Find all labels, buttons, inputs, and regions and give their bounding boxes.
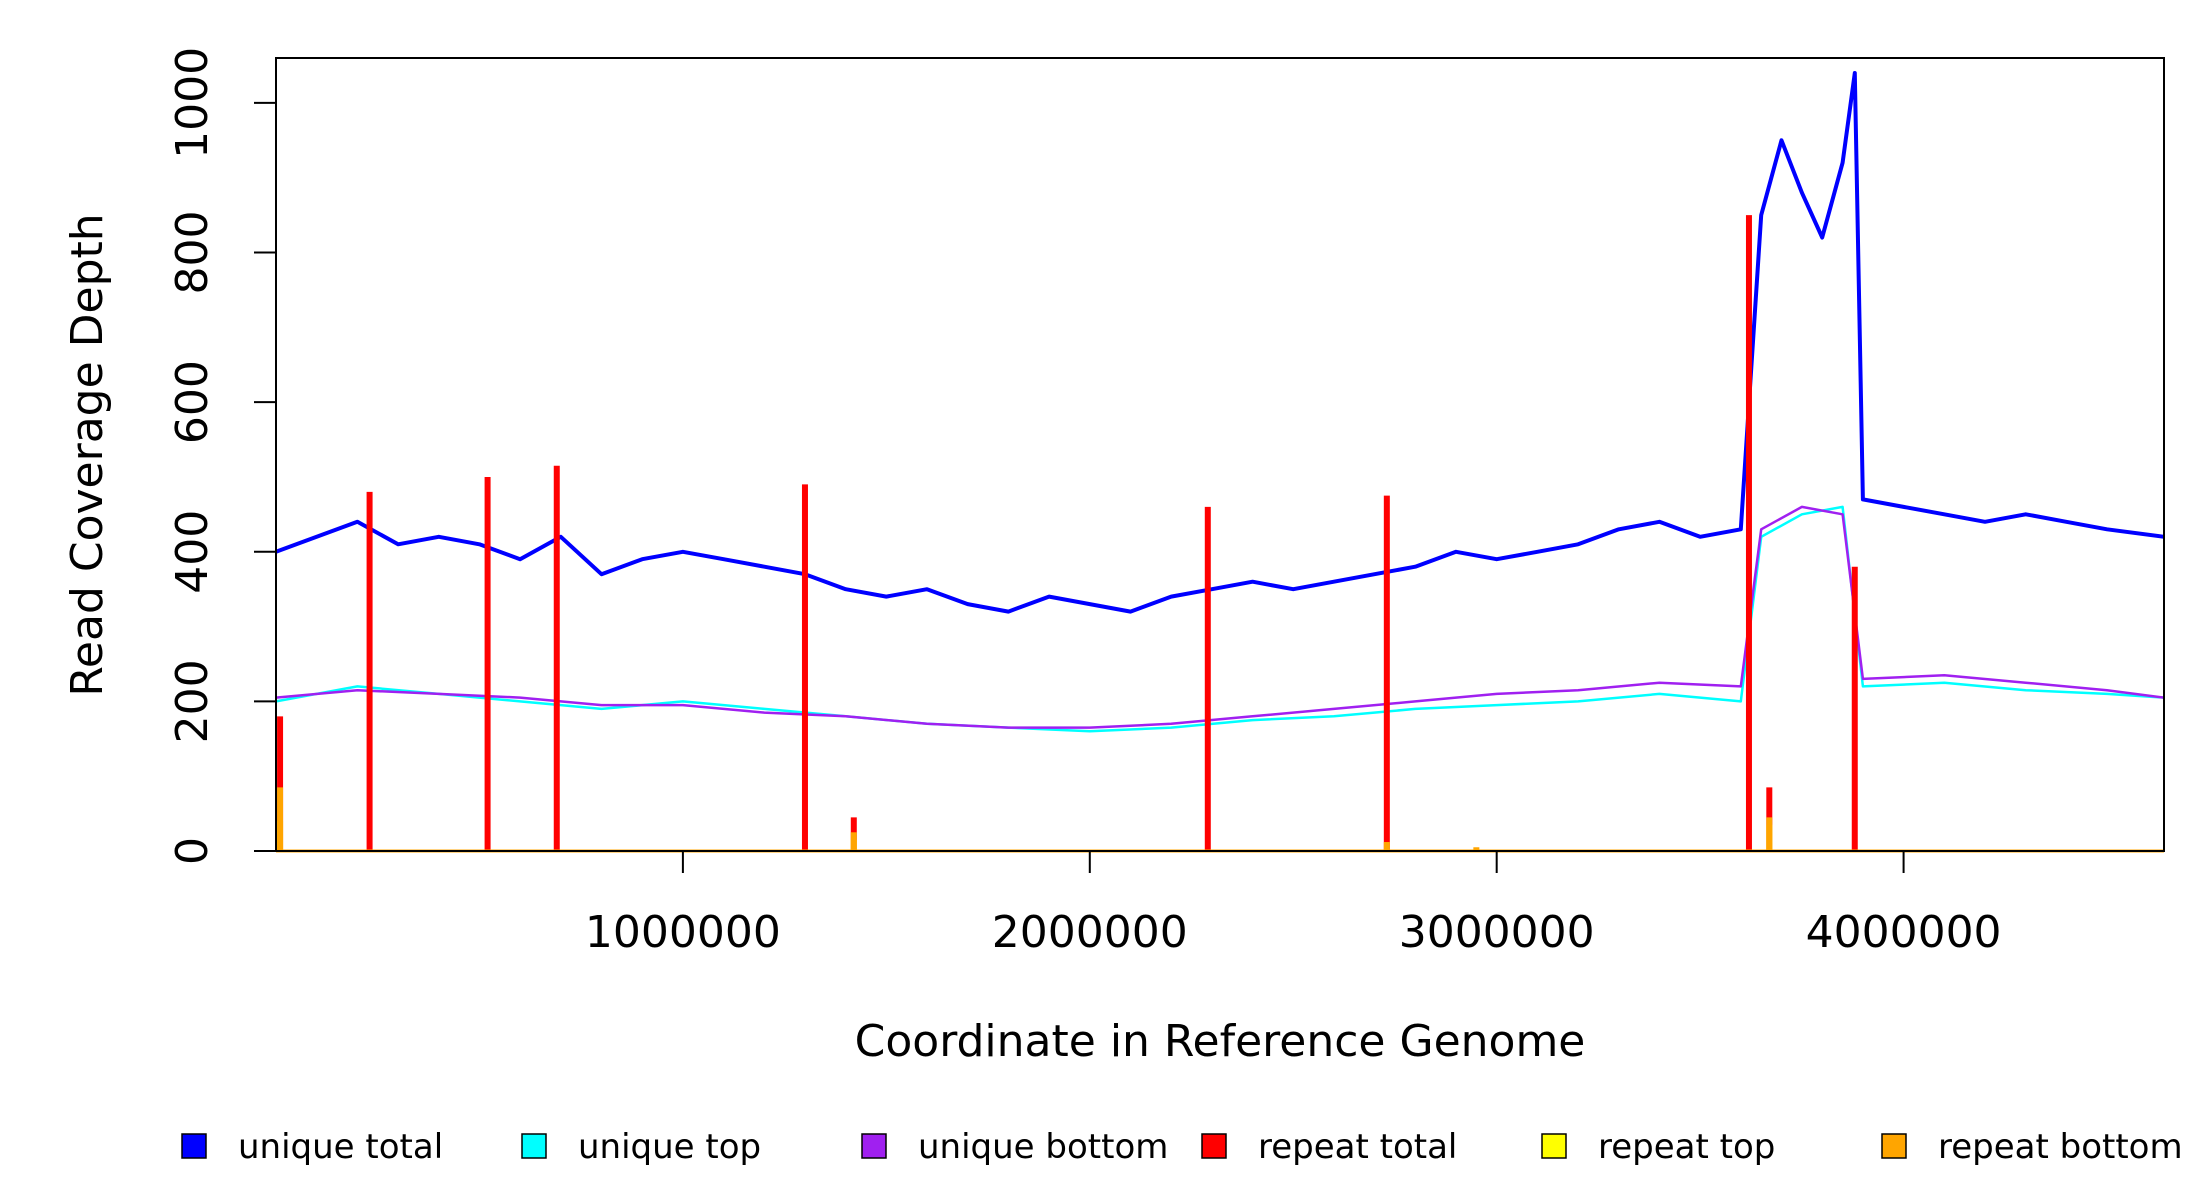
- legend-item-repeat-total: repeat total: [1201, 1127, 1457, 1167]
- x-tick-label: 4000000: [1806, 907, 2002, 958]
- y-tick-label: 800: [167, 211, 218, 295]
- legend-label: unique bottom: [918, 1127, 1168, 1167]
- x-axis-title: Coordinate in Reference Genome: [855, 1016, 1586, 1067]
- legend-swatch: [521, 1133, 547, 1159]
- legend-swatch: [1541, 1133, 1567, 1159]
- series-unique-total: [275, 71, 2165, 614]
- legend-item-repeat-top: repeat top: [1541, 1127, 1775, 1167]
- legend-item-unique-top: unique top: [521, 1127, 761, 1167]
- legend-item-repeat-bottom: repeat bottom: [1881, 1127, 2183, 1167]
- y-tick-label: 1000: [167, 47, 218, 159]
- y-axis: 0 200 400 600 800 1000: [167, 47, 277, 865]
- legend-item-unique-total: unique total: [181, 1127, 443, 1167]
- series-layer: [275, 71, 2165, 853]
- series-repeat-total: [276, 215, 2164, 853]
- legend-swatch: [1881, 1133, 1907, 1159]
- legend-label: repeat bottom: [1938, 1127, 2183, 1167]
- x-tick-label: 3000000: [1399, 907, 1595, 958]
- x-axis: 1000000 2000000 3000000 4000000: [585, 851, 2002, 958]
- legend: unique total unique top unique bottom repea…: [181, 1127, 2183, 1167]
- legend-label: unique total: [238, 1127, 443, 1167]
- series-line-unique-total: [275, 71, 2165, 614]
- y-tick-label: 600: [167, 360, 218, 444]
- y-tick-label: 200: [167, 659, 218, 743]
- legend-label: repeat total: [1258, 1127, 1457, 1167]
- legend-swatch: [181, 1133, 207, 1159]
- x-tick-label: 1000000: [585, 907, 781, 958]
- x-tick-label: 2000000: [992, 907, 1188, 958]
- legend-swatch: [1201, 1133, 1227, 1159]
- legend-item-unique-bottom: unique bottom: [861, 1127, 1168, 1167]
- y-tick-label: 400: [167, 510, 218, 594]
- y-axis-title: Read Coverage Depth: [62, 213, 113, 696]
- legend-label: repeat top: [1598, 1127, 1775, 1167]
- legend-swatch: [861, 1133, 887, 1159]
- legend-label: unique top: [578, 1127, 761, 1167]
- y-tick-label: 0: [167, 837, 218, 865]
